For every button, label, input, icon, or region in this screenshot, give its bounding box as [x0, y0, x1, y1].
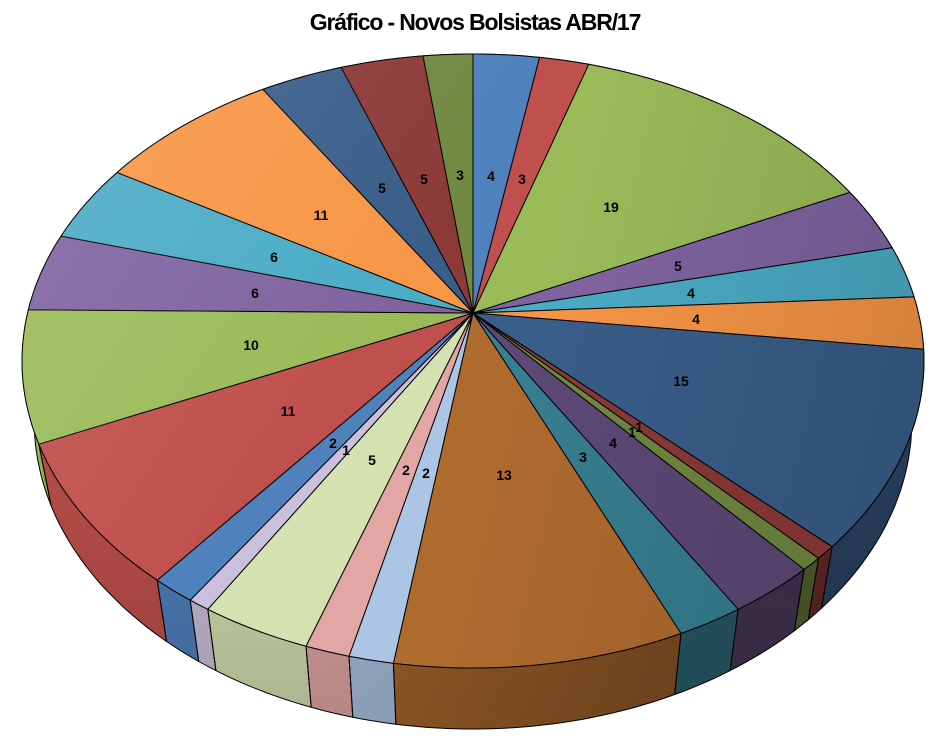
svg-text:2: 2: [422, 465, 430, 481]
svg-text:13: 13: [496, 467, 512, 483]
svg-text:4: 4: [487, 168, 495, 184]
svg-text:5: 5: [674, 258, 682, 274]
svg-text:6: 6: [251, 285, 259, 301]
svg-text:3: 3: [456, 167, 464, 183]
svg-text:5: 5: [368, 452, 376, 468]
svg-text:4: 4: [687, 285, 695, 301]
svg-text:3: 3: [518, 171, 526, 187]
svg-text:15: 15: [673, 373, 689, 389]
svg-text:19: 19: [603, 199, 619, 215]
svg-text:4: 4: [609, 435, 617, 451]
svg-text:11: 11: [281, 403, 296, 419]
svg-text:1: 1: [342, 442, 350, 458]
svg-text:2: 2: [402, 462, 410, 478]
svg-text:1: 1: [635, 419, 643, 435]
svg-text:4: 4: [692, 311, 700, 327]
svg-text:5: 5: [378, 180, 386, 196]
svg-text:1: 1: [628, 424, 636, 440]
svg-text:10: 10: [243, 337, 259, 353]
svg-text:2: 2: [329, 435, 337, 451]
svg-text:6: 6: [270, 249, 278, 265]
svg-text:3: 3: [579, 449, 587, 465]
svg-text:5: 5: [420, 171, 428, 187]
svg-text:11: 11: [314, 207, 329, 223]
